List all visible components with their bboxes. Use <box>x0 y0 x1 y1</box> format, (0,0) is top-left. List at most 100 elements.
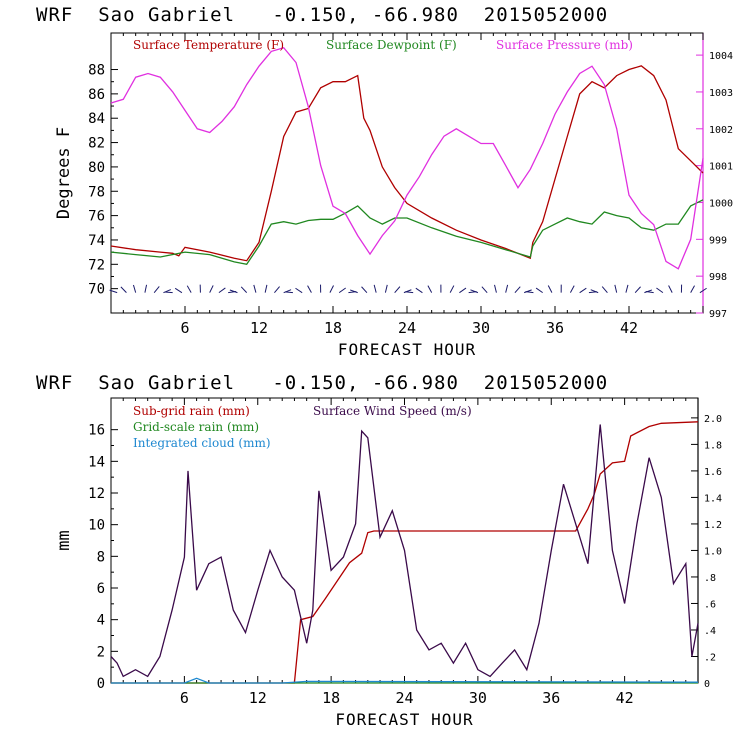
y-tick-label: 0 <box>97 676 105 692</box>
wind-barb <box>449 285 455 293</box>
wind-barb <box>283 289 292 294</box>
wind-barb <box>699 287 707 294</box>
wind-barb <box>644 289 653 294</box>
wind-barb <box>614 284 618 293</box>
wind-barb <box>338 287 346 294</box>
y-tick-label: 10 <box>88 518 105 534</box>
legend-dewpoint: Surface Dewpoint (F) <box>326 38 457 52</box>
y2-tick-label: 999 <box>709 235 727 246</box>
wind-barb <box>153 286 160 293</box>
wind-barb <box>384 284 388 293</box>
y-tick-label: 12 <box>88 486 105 502</box>
y2-tick-label: 1.4 <box>704 493 722 504</box>
temperature-series-line <box>110 65 704 262</box>
wind-barb <box>634 286 641 293</box>
wind-barb <box>656 287 664 294</box>
integrated-cloud-series-line <box>111 677 699 684</box>
wind-barb <box>218 287 226 294</box>
y-tick-label: 88 <box>88 63 105 79</box>
wind-barb <box>427 285 433 293</box>
y2-tick-label: 1003 <box>709 88 733 99</box>
y-axis-label: mm <box>54 530 74 550</box>
y2-tick-label: 1.0 <box>704 546 722 557</box>
y-tick-label: 4 <box>97 613 105 629</box>
x-tick-label: 42 <box>616 689 634 707</box>
y-tick-label: 2 <box>97 644 105 660</box>
y-tick-label: 80 <box>88 160 105 176</box>
wind-barb <box>240 286 248 293</box>
wind-barb <box>132 284 137 293</box>
y-tick-label: 14 <box>88 454 105 470</box>
pressure-series-line <box>110 46 704 270</box>
y2-tick-label: 1002 <box>709 125 733 136</box>
y2-tick-label: .2 <box>704 652 716 663</box>
x-tick-label: 12 <box>250 319 268 337</box>
wind-barb <box>295 287 303 294</box>
x-tick-label: 42 <box>620 319 638 337</box>
wind-barb <box>329 285 334 293</box>
wind-barb <box>349 289 358 294</box>
x-tick-label: 6 <box>180 689 189 707</box>
wind-barb <box>109 289 118 294</box>
wind-barb <box>470 289 479 294</box>
y2-tick-label: 1004 <box>709 51 733 62</box>
wind-barb <box>394 286 401 293</box>
y-tick-label: 16 <box>88 423 105 439</box>
wind-barb <box>523 289 532 294</box>
wind-barb <box>525 291 534 294</box>
x-tick-label: 24 <box>398 319 416 337</box>
wind-barb <box>535 287 543 294</box>
y-tick-label: 6 <box>97 581 105 597</box>
x-tick-label: 30 <box>469 689 487 707</box>
legend-pressure: Surface Pressure (mb) <box>496 38 633 52</box>
y-tick-label: 86 <box>88 87 105 103</box>
y-tick-label: 78 <box>88 184 105 200</box>
y-tick-label: 70 <box>88 282 105 298</box>
legend-wind-speed: Surface Wind Speed (m/s) <box>313 404 472 418</box>
wind-barb <box>505 284 509 293</box>
wind-speed-series-line <box>110 424 699 678</box>
x-tick-label: 30 <box>472 319 490 337</box>
y-tick-label: 76 <box>88 209 105 225</box>
wind-barb <box>690 285 695 293</box>
x-axis-label: FORECAST HOUR <box>335 710 473 729</box>
wind-barb <box>373 284 377 293</box>
y-tick-label: 84 <box>88 111 105 127</box>
y2-tick-label: 1001 <box>709 162 733 173</box>
legend-subgrid-rain: Sub-grid rain (mm) <box>133 404 250 418</box>
wind-barb <box>494 284 497 293</box>
subgrid-rain-series-line <box>111 421 699 684</box>
wind-barb <box>625 284 629 293</box>
x-tick-label: 12 <box>249 689 267 707</box>
wind-barb <box>274 286 280 293</box>
y2-tick-label: 997 <box>709 309 727 320</box>
legend-integrated-cloud: Integrated cloud (mm) <box>133 436 271 450</box>
wind-barb <box>120 286 127 293</box>
wind-barb <box>569 285 575 293</box>
wind-barb <box>307 285 312 293</box>
y-tick-label: 8 <box>97 549 105 565</box>
x-tick-label: 18 <box>322 689 340 707</box>
x-tick-label: 24 <box>395 689 413 707</box>
wind-barb <box>264 284 268 293</box>
wind-barb <box>459 287 467 294</box>
y-axis-label: Degrees F <box>54 127 74 219</box>
y2-tick-label: .6 <box>704 599 716 610</box>
wind-barb <box>405 291 414 294</box>
wind-barb <box>668 285 673 293</box>
wind-barb <box>163 289 171 294</box>
wind-barb <box>164 291 173 294</box>
wind-barb <box>209 285 214 293</box>
legend-temperature: Surface Temperature (F) <box>133 38 284 52</box>
wind-barb <box>645 291 654 294</box>
x-axis-label: FORECAST HOUR <box>338 340 476 359</box>
wind-barb <box>361 286 368 293</box>
wind-barb <box>547 285 553 293</box>
wind-barb <box>403 289 412 294</box>
y2-tick-label: .8 <box>704 573 716 584</box>
y-tick-label: 74 <box>88 233 105 249</box>
plot-frame <box>110 32 704 314</box>
wind-barb <box>229 289 238 294</box>
x-tick-label: 6 <box>180 319 189 337</box>
